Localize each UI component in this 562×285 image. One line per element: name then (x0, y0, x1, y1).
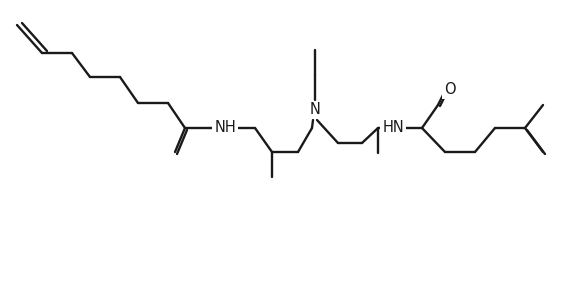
Text: HN: HN (382, 121, 404, 135)
Text: N: N (310, 103, 320, 117)
Text: O: O (444, 82, 456, 97)
Text: NH: NH (214, 121, 236, 135)
